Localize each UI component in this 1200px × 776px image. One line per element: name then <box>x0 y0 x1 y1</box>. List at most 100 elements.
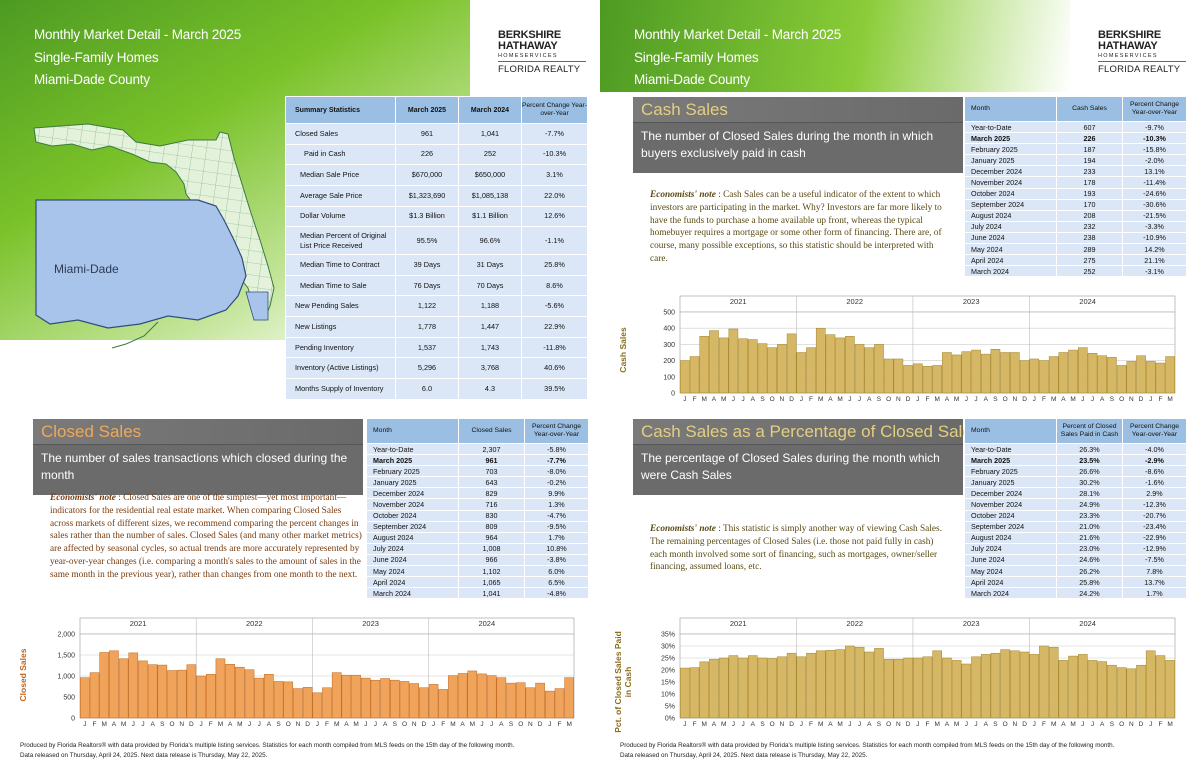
chart-bar <box>1087 660 1098 719</box>
chart-bar <box>709 330 719 394</box>
month-value: 1,065 <box>458 576 525 589</box>
title-line-3: Miami-Dade County <box>34 72 150 87</box>
month-value: 716 <box>458 498 525 511</box>
chart-bar <box>815 650 826 719</box>
x-tick-label: J <box>83 721 86 728</box>
chart-bar <box>1068 655 1078 719</box>
chart-bar <box>254 677 264 719</box>
cash-pct-note: Economists' note : This statistic is sim… <box>650 523 950 574</box>
report-title: Monthly Market Detail - March 2025 Singl… <box>34 24 241 92</box>
month-label: March 2024 <box>366 587 459 600</box>
chart-bar <box>961 663 972 719</box>
month-row: August 2024 964 1.7% <box>366 531 589 544</box>
x-tick-label: A <box>984 721 989 728</box>
chart-bar <box>883 358 894 394</box>
chart-bar <box>1048 646 1059 719</box>
month-label: October 2024 <box>366 509 459 522</box>
chart-bar <box>874 344 884 394</box>
title-line-2: Single-Family Homes <box>34 49 159 65</box>
month-table-header-cell: Month <box>964 418 1057 444</box>
month-change: 9.9% <box>524 487 589 500</box>
month-change: 13.7% <box>1122 576 1187 589</box>
year-band <box>679 295 1176 313</box>
month-label: April 2024 <box>964 254 1057 267</box>
month-row: February 2025 26.6% -8.6% <box>964 465 1187 478</box>
chart-bar <box>477 673 487 719</box>
x-tick-label: N <box>896 396 901 403</box>
chart-bar <box>990 349 1001 394</box>
y-tick-label: 30% <box>661 644 675 651</box>
chart-bar <box>138 660 148 719</box>
month-label: June 2024 <box>964 231 1057 245</box>
month-value: 193 <box>1056 187 1123 200</box>
chart-bar <box>525 687 536 719</box>
chart-bar <box>1116 365 1127 394</box>
month-value: 289 <box>1056 243 1123 256</box>
month-label: April 2024 <box>964 576 1057 589</box>
x-tick-label: O <box>169 721 174 728</box>
chart-bar <box>1087 353 1098 394</box>
chart-bar <box>1019 360 1030 394</box>
chart-bar <box>167 670 177 719</box>
summary-cell: 70 Days <box>458 274 522 297</box>
x-tick-label: J <box>199 721 202 728</box>
chart-bar <box>147 664 158 719</box>
chart-bar <box>380 678 390 719</box>
chart-bar <box>845 336 855 394</box>
x-tick-label: D <box>789 396 794 403</box>
x-tick-label: O <box>770 396 775 403</box>
x-tick-label: F <box>209 721 213 728</box>
month-value: 26.2% <box>1056 565 1123 578</box>
logo-line-2: HATHAWAY <box>498 40 558 52</box>
brand-logo: BERKSHIRE HATHAWAY HOMESERVICES FLORIDA … <box>498 30 586 77</box>
month-change: -20.7% <box>1122 509 1187 522</box>
summary-cell: $1.3 Billion <box>395 205 459 228</box>
chart-bar <box>1058 660 1069 719</box>
chart-bar <box>109 650 119 719</box>
x-tick-label: J <box>732 721 735 728</box>
chart-bar <box>980 353 991 394</box>
summary-header: March 2024 <box>458 96 522 124</box>
y-tick-label: 0 <box>71 716 75 723</box>
chart-bar <box>341 674 352 719</box>
summary-row: Dollar Volume $1.3 Billion $1.1 Billion 12.… <box>285 205 588 228</box>
x-tick-label: M <box>353 721 358 728</box>
month-label: February 2025 <box>964 465 1057 478</box>
summary-header: March 2025 <box>395 96 459 124</box>
month-change: -8.6% <box>1122 465 1187 478</box>
month-value: 24.2% <box>1056 587 1123 600</box>
chart-bar <box>971 349 981 394</box>
x-tick-label: N <box>528 721 533 728</box>
month-value: 170 <box>1056 198 1123 211</box>
month-value: 26.6% <box>1056 465 1123 478</box>
month-value: 178 <box>1056 176 1123 189</box>
y-tick-label: 2,000 <box>57 632 75 639</box>
x-tick-label: N <box>179 721 184 728</box>
chart-bar <box>786 652 797 719</box>
month-label: April 2024 <box>366 576 459 589</box>
x-tick-label: A <box>828 396 833 403</box>
month-row: March 2024 24.2% 1.7% <box>964 587 1187 600</box>
x-tick-label: D <box>1022 396 1027 403</box>
month-change: 1.3% <box>524 498 589 511</box>
y-tick-label: 25% <box>661 656 675 663</box>
chart-bar <box>854 344 865 394</box>
summary-row: Pending Inventory 1,537 1,743 -11.8% <box>285 336 588 359</box>
x-tick-label: O <box>1003 396 1008 403</box>
month-value: 830 <box>458 509 525 522</box>
month-change: 1.7% <box>524 531 589 544</box>
month-row: July 2024 232 -3.3% <box>964 220 1187 233</box>
x-tick-label: A <box>751 721 756 728</box>
year-label: 2024 <box>478 619 495 628</box>
summary-metric-label: Pending Inventory <box>285 336 396 359</box>
x-tick-label: A <box>712 721 717 728</box>
summary-cell: 1,778 <box>395 316 459 338</box>
closed-sales-banner: Closed Sales The number of sales transac… <box>33 419 363 495</box>
chart-bar <box>893 358 904 394</box>
chart-bar <box>942 352 952 394</box>
chart-bar <box>738 657 748 719</box>
chart-bar <box>99 652 110 719</box>
summary-cell: 76 Days <box>395 274 459 297</box>
x-tick-label: A <box>984 396 989 403</box>
month-label: March 2024 <box>964 265 1057 278</box>
